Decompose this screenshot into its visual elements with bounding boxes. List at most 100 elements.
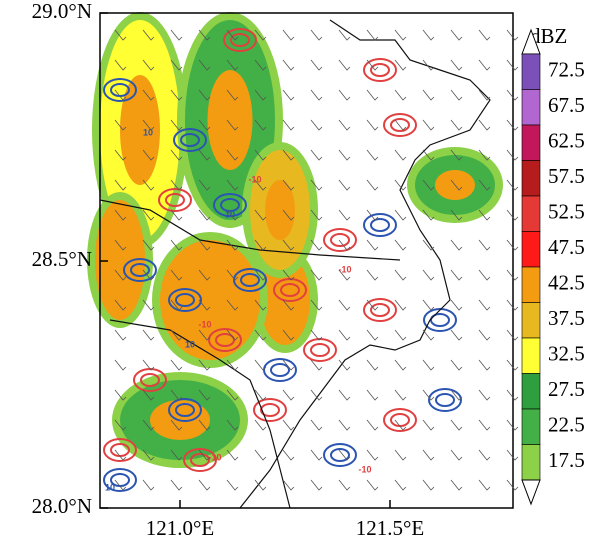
wind-barb <box>394 149 407 161</box>
wind-barb <box>198 359 211 371</box>
wind-barb <box>366 89 379 101</box>
wind-barb <box>142 359 155 371</box>
wind-barb <box>450 299 463 311</box>
wind-barb <box>338 179 351 191</box>
wind-barb <box>226 329 239 341</box>
contour-line <box>165 193 185 207</box>
wind-barb <box>366 479 379 491</box>
contour-line <box>260 403 280 417</box>
wind-barb <box>170 299 183 311</box>
wind-barb <box>198 119 211 131</box>
wind-barb <box>254 269 267 281</box>
wind-barb <box>506 299 519 311</box>
wind-barb <box>282 449 295 461</box>
wind-barb <box>478 269 491 281</box>
wind-barb <box>282 269 295 281</box>
contour-line <box>173 128 207 152</box>
contour-line <box>423 308 457 332</box>
wind-barb <box>478 389 491 401</box>
wind-barb <box>114 269 127 281</box>
contour-line <box>383 113 417 137</box>
wind-barb <box>338 329 351 341</box>
wind-barb <box>338 479 351 491</box>
wind-barb <box>366 239 379 251</box>
echo <box>207 70 253 170</box>
wind-barb <box>170 479 183 491</box>
wind-barb <box>478 119 491 131</box>
wind-barb <box>310 419 323 431</box>
lat-label: 29.0°N <box>32 0 92 23</box>
wind-barb <box>478 89 491 101</box>
wind-barb <box>338 119 351 131</box>
wind-barb <box>394 419 407 431</box>
wind-barb <box>114 239 127 251</box>
wind-barb <box>366 119 379 131</box>
wind-barb <box>170 239 183 251</box>
lat-label: 28.0°N <box>32 494 92 518</box>
contour-line <box>103 78 137 102</box>
wind-barb <box>450 29 463 41</box>
wind-barb <box>394 239 407 251</box>
wind-barb <box>394 359 407 371</box>
wind-barb <box>114 119 127 131</box>
reflectivity-field <box>87 12 503 468</box>
contour-line <box>270 363 290 377</box>
colorbar-box <box>521 444 541 481</box>
wind-barb <box>198 209 211 221</box>
wind-barb <box>450 329 463 341</box>
colorbar-label: 52.5 <box>548 200 585 224</box>
wind-barb <box>310 89 323 101</box>
colorbar-box <box>521 231 541 268</box>
echo <box>107 230 133 290</box>
contour-line <box>175 293 195 307</box>
lon-label: 121.5°E <box>356 516 424 540</box>
wind-barb <box>142 329 155 341</box>
wind-barb <box>198 329 211 341</box>
contour-line <box>323 228 357 252</box>
wind-barb <box>506 239 519 251</box>
wind-barb <box>282 329 295 341</box>
wind-barb <box>254 389 267 401</box>
wind-barb <box>198 389 211 401</box>
contour-line <box>183 448 217 472</box>
wind-barb <box>114 179 127 191</box>
wind-barb <box>170 269 183 281</box>
wind-barb <box>282 29 295 41</box>
wind-barb <box>254 119 267 131</box>
wind-barb <box>366 359 379 371</box>
wind-barb <box>422 299 435 311</box>
colorbar-label: 72.5 <box>548 58 585 82</box>
wind-barb <box>450 89 463 101</box>
colorbar-box <box>521 160 541 197</box>
wind-barb <box>394 449 407 461</box>
wind-barb <box>422 59 435 71</box>
wind-barb <box>506 119 519 131</box>
wind-barb <box>170 389 183 401</box>
wind-barb <box>114 209 127 221</box>
wind-barb <box>226 239 239 251</box>
contour-line <box>110 443 130 457</box>
wind-barb <box>422 119 435 131</box>
wind-barb <box>226 89 239 101</box>
contour-line <box>130 263 150 277</box>
wind-barb <box>198 449 211 461</box>
wind-barb <box>338 299 351 311</box>
contour-line <box>168 398 202 422</box>
wind-barb <box>422 419 435 431</box>
wind-barb <box>282 89 295 101</box>
wind-barb <box>170 209 183 221</box>
wind-barb <box>310 149 323 161</box>
wind-barb <box>366 389 379 401</box>
colorbar-label: 42.5 <box>548 271 585 295</box>
wind-barb <box>394 209 407 221</box>
wind-barb <box>422 359 435 371</box>
wind-barb <box>478 479 491 491</box>
contour-line <box>190 453 210 467</box>
wind-barb <box>114 149 127 161</box>
wind-barb <box>478 29 491 41</box>
wind-barb <box>142 29 155 41</box>
contour-line <box>370 63 390 77</box>
wind-barb <box>450 479 463 491</box>
wind-barb <box>366 59 379 71</box>
